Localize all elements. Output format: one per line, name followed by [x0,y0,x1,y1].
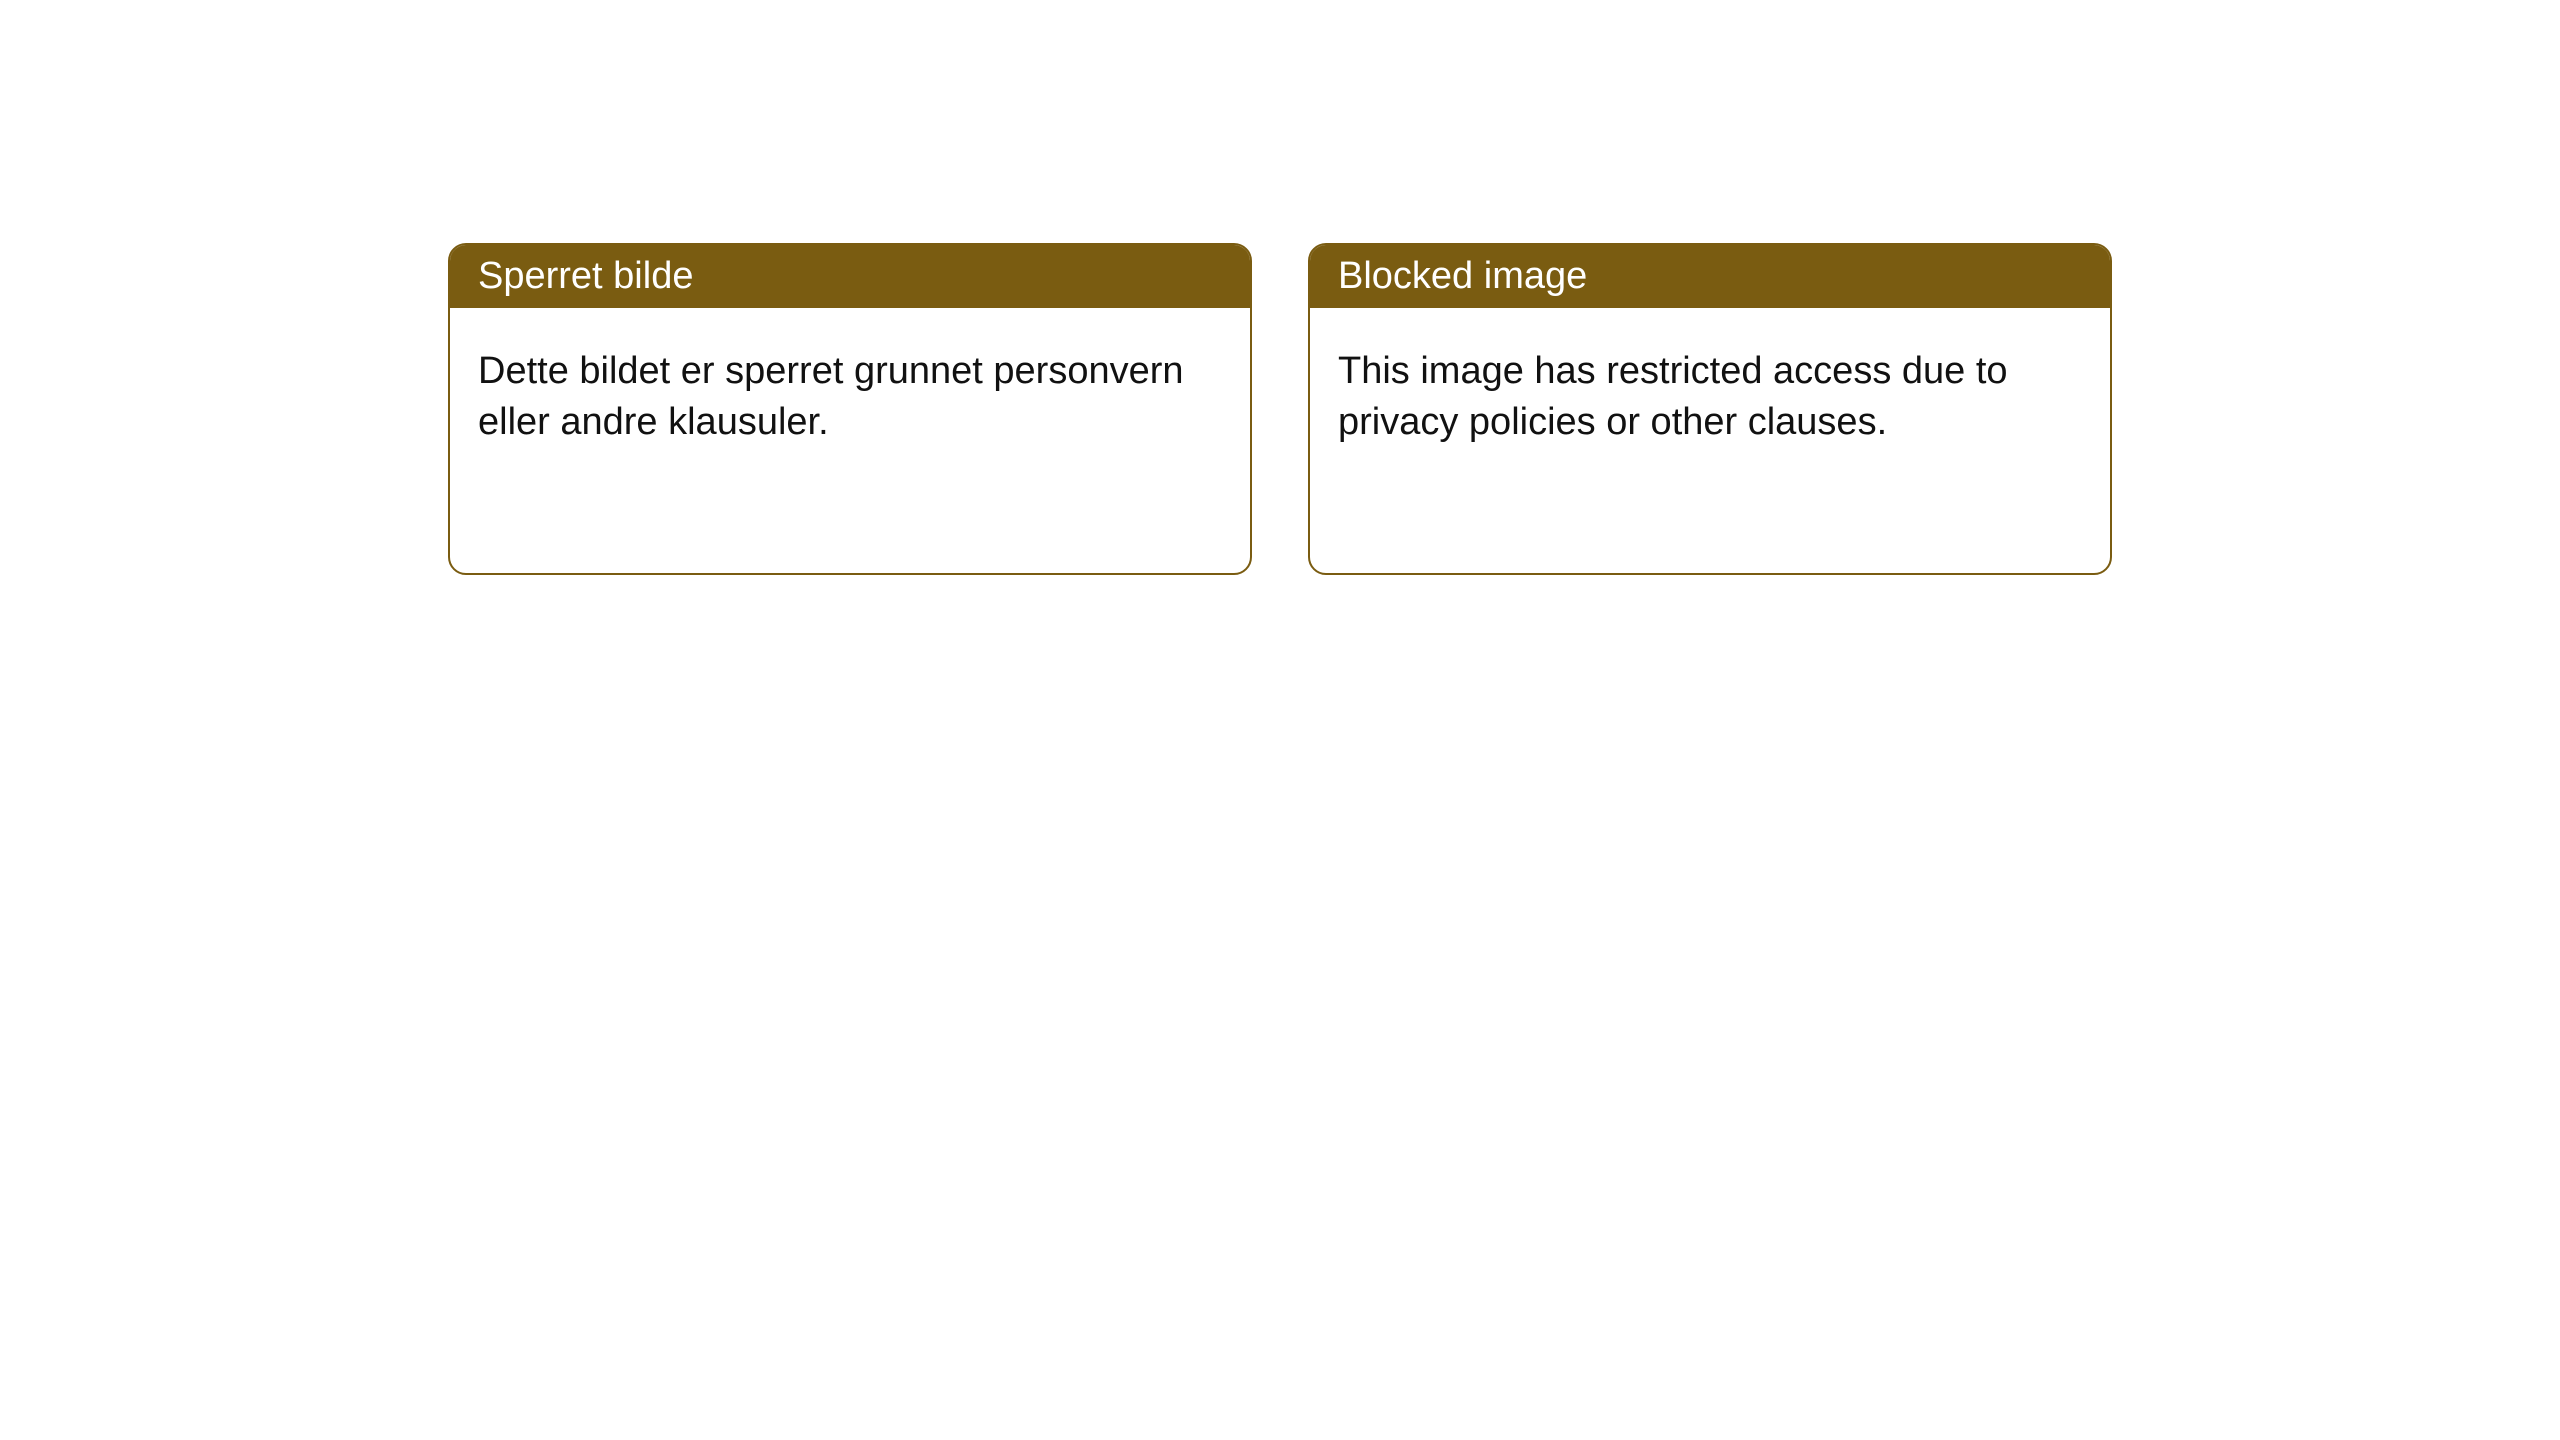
card-body-text: Dette bildet er sperret grunnet personve… [478,350,1184,443]
card-body: This image has restricted access due to … [1310,308,2110,487]
notice-card-norwegian: Sperret bilde Dette bildet er sperret gr… [448,243,1252,575]
card-body: Dette bildet er sperret grunnet personve… [450,308,1250,487]
card-title: Blocked image [1338,255,1587,297]
notice-container: Sperret bilde Dette bildet er sperret gr… [0,0,2560,575]
card-title: Sperret bilde [478,255,693,297]
card-header: Sperret bilde [450,245,1250,308]
card-header: Blocked image [1310,245,2110,308]
card-body-text: This image has restricted access due to … [1338,350,2008,443]
notice-card-english: Blocked image This image has restricted … [1308,243,2112,575]
